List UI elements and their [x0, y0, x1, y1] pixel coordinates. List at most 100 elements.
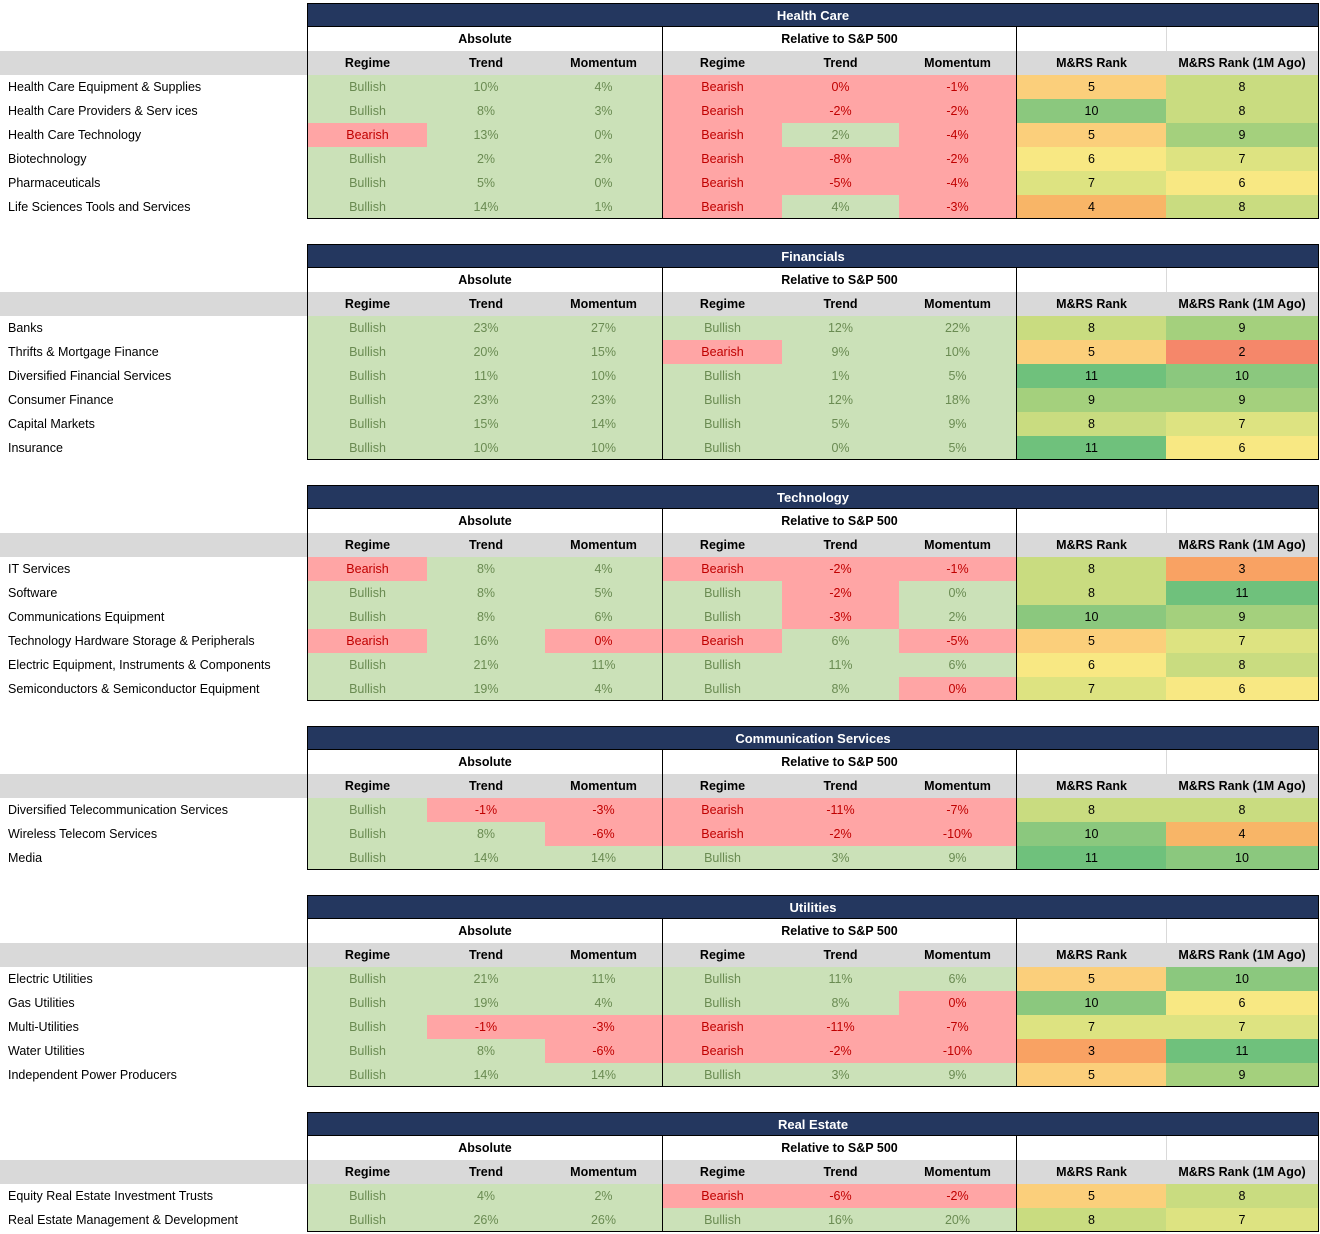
abs-trend-cell[interactable]: 15% — [427, 412, 545, 436]
rel-momentum-cell[interactable]: 6% — [899, 653, 1016, 677]
rel-regime-cell[interactable]: Bullish — [662, 991, 782, 1015]
rel-regime-cell[interactable]: Bullish — [662, 653, 782, 677]
rank-1m-cell[interactable]: 11 — [1166, 1039, 1319, 1063]
row-label[interactable]: Electric Equipment, Instruments & Compon… — [0, 653, 307, 677]
row-label[interactable]: Insurance — [0, 436, 307, 460]
rel-momentum-cell[interactable]: 9% — [899, 412, 1016, 436]
rank-cell[interactable]: 11 — [1016, 846, 1166, 870]
rank-cell[interactable]: 3 — [1016, 1039, 1166, 1063]
rel-regime-cell[interactable]: Bullish — [662, 436, 782, 460]
abs-regime-cell[interactable]: Bullish — [307, 1039, 427, 1063]
abs-regime-cell[interactable]: Bearish — [307, 557, 427, 581]
abs-regime-cell[interactable]: Bullish — [307, 388, 427, 412]
abs-regime-cell[interactable]: Bullish — [307, 436, 427, 460]
rank-cell[interactable]: 7 — [1016, 171, 1166, 195]
rank-1m-cell[interactable]: 8 — [1166, 798, 1319, 822]
row-label[interactable]: Semiconductors & Semiconductor Equipment — [0, 677, 307, 701]
rel-momentum-cell[interactable]: -7% — [899, 1015, 1016, 1039]
row-label[interactable]: Multi-Utilities — [0, 1015, 307, 1039]
rel-trend-cell[interactable]: 11% — [782, 967, 899, 991]
abs-trend-cell[interactable]: 13% — [427, 123, 545, 147]
rank-1m-cell[interactable]: 7 — [1166, 1208, 1319, 1232]
rel-momentum-cell[interactable]: 6% — [899, 967, 1016, 991]
row-label[interactable]: Gas Utilities — [0, 991, 307, 1015]
row-label[interactable]: Wireless Telecom Services — [0, 822, 307, 846]
abs-regime-cell[interactable]: Bullish — [307, 846, 427, 870]
rel-momentum-cell[interactable]: 9% — [899, 1063, 1016, 1087]
rank-cell[interactable]: 8 — [1016, 1208, 1166, 1232]
rank-1m-cell[interactable]: 6 — [1166, 991, 1319, 1015]
abs-regime-cell[interactable]: Bullish — [307, 991, 427, 1015]
abs-regime-cell[interactable]: Bullish — [307, 581, 427, 605]
rank-1m-cell[interactable]: 6 — [1166, 436, 1319, 460]
rel-trend-cell[interactable]: 9% — [782, 340, 899, 364]
rank-1m-cell[interactable]: 4 — [1166, 822, 1319, 846]
rel-trend-cell[interactable]: 16% — [782, 1208, 899, 1232]
abs-momentum-cell[interactable]: 6% — [545, 605, 662, 629]
rank-1m-cell[interactable]: 8 — [1166, 653, 1319, 677]
rank-1m-cell[interactable]: 6 — [1166, 677, 1319, 701]
rank-1m-cell[interactable]: 2 — [1166, 340, 1319, 364]
abs-trend-cell[interactable]: 20% — [427, 340, 545, 364]
abs-regime-cell[interactable]: Bullish — [307, 967, 427, 991]
abs-regime-cell[interactable]: Bullish — [307, 653, 427, 677]
abs-trend-cell[interactable]: 23% — [427, 388, 545, 412]
rel-trend-cell[interactable]: -8% — [782, 147, 899, 171]
rel-momentum-cell[interactable]: 0% — [899, 581, 1016, 605]
rank-1m-cell[interactable]: 10 — [1166, 846, 1319, 870]
rank-cell[interactable]: 11 — [1016, 436, 1166, 460]
abs-momentum-cell[interactable]: 4% — [545, 991, 662, 1015]
abs-momentum-cell[interactable]: 27% — [545, 316, 662, 340]
row-label[interactable]: Technology Hardware Storage & Peripheral… — [0, 629, 307, 653]
abs-regime-cell[interactable]: Bullish — [307, 822, 427, 846]
row-label[interactable]: Real Estate Management & Development — [0, 1208, 307, 1232]
rank-1m-cell[interactable]: 9 — [1166, 1063, 1319, 1087]
rank-1m-cell[interactable]: 7 — [1166, 147, 1319, 171]
rel-momentum-cell[interactable]: -3% — [899, 195, 1016, 219]
abs-momentum-cell[interactable]: -3% — [545, 1015, 662, 1039]
row-label[interactable]: Life Sciences Tools and Services — [0, 195, 307, 219]
abs-regime-cell[interactable]: Bullish — [307, 798, 427, 822]
abs-trend-cell[interactable]: 11% — [427, 364, 545, 388]
rank-cell[interactable]: 7 — [1016, 677, 1166, 701]
rel-trend-cell[interactable]: 12% — [782, 388, 899, 412]
rel-trend-cell[interactable]: -2% — [782, 1039, 899, 1063]
rel-momentum-cell[interactable]: 20% — [899, 1208, 1016, 1232]
rank-cell[interactable]: 5 — [1016, 75, 1166, 99]
abs-trend-cell[interactable]: 14% — [427, 195, 545, 219]
rel-momentum-cell[interactable]: -10% — [899, 1039, 1016, 1063]
abs-regime-cell[interactable]: Bullish — [307, 605, 427, 629]
abs-momentum-cell[interactable]: 2% — [545, 1184, 662, 1208]
row-label[interactable]: Diversified Financial Services — [0, 364, 307, 388]
rank-cell[interactable]: 6 — [1016, 653, 1166, 677]
rel-momentum-cell[interactable]: 0% — [899, 677, 1016, 701]
rank-1m-cell[interactable]: 8 — [1166, 1184, 1319, 1208]
rank-cell[interactable]: 10 — [1016, 822, 1166, 846]
abs-momentum-cell[interactable]: 10% — [545, 364, 662, 388]
rel-momentum-cell[interactable]: 18% — [899, 388, 1016, 412]
rel-regime-cell[interactable]: Bearish — [662, 1184, 782, 1208]
rank-1m-cell[interactable]: 11 — [1166, 581, 1319, 605]
abs-trend-cell[interactable]: 26% — [427, 1208, 545, 1232]
rel-trend-cell[interactable]: 0% — [782, 75, 899, 99]
abs-regime-cell[interactable]: Bullish — [307, 1208, 427, 1232]
abs-momentum-cell[interactable]: -6% — [545, 822, 662, 846]
rel-trend-cell[interactable]: 1% — [782, 364, 899, 388]
rel-regime-cell[interactable]: Bearish — [662, 1015, 782, 1039]
abs-trend-cell[interactable]: 21% — [427, 967, 545, 991]
abs-momentum-cell[interactable]: -6% — [545, 1039, 662, 1063]
rel-regime-cell[interactable]: Bullish — [662, 1063, 782, 1087]
abs-trend-cell[interactable]: 4% — [427, 1184, 545, 1208]
abs-regime-cell[interactable]: Bullish — [307, 1015, 427, 1039]
rel-regime-cell[interactable]: Bearish — [662, 798, 782, 822]
abs-regime-cell[interactable]: Bearish — [307, 123, 427, 147]
rel-regime-cell[interactable]: Bearish — [662, 340, 782, 364]
abs-regime-cell[interactable]: Bullish — [307, 75, 427, 99]
abs-momentum-cell[interactable]: 26% — [545, 1208, 662, 1232]
row-label[interactable]: Independent Power Producers — [0, 1063, 307, 1087]
rank-1m-cell[interactable]: 7 — [1166, 412, 1319, 436]
abs-momentum-cell[interactable]: 11% — [545, 653, 662, 677]
rel-trend-cell[interactable]: 11% — [782, 653, 899, 677]
abs-trend-cell[interactable]: 14% — [427, 1063, 545, 1087]
rel-trend-cell[interactable]: 4% — [782, 195, 899, 219]
